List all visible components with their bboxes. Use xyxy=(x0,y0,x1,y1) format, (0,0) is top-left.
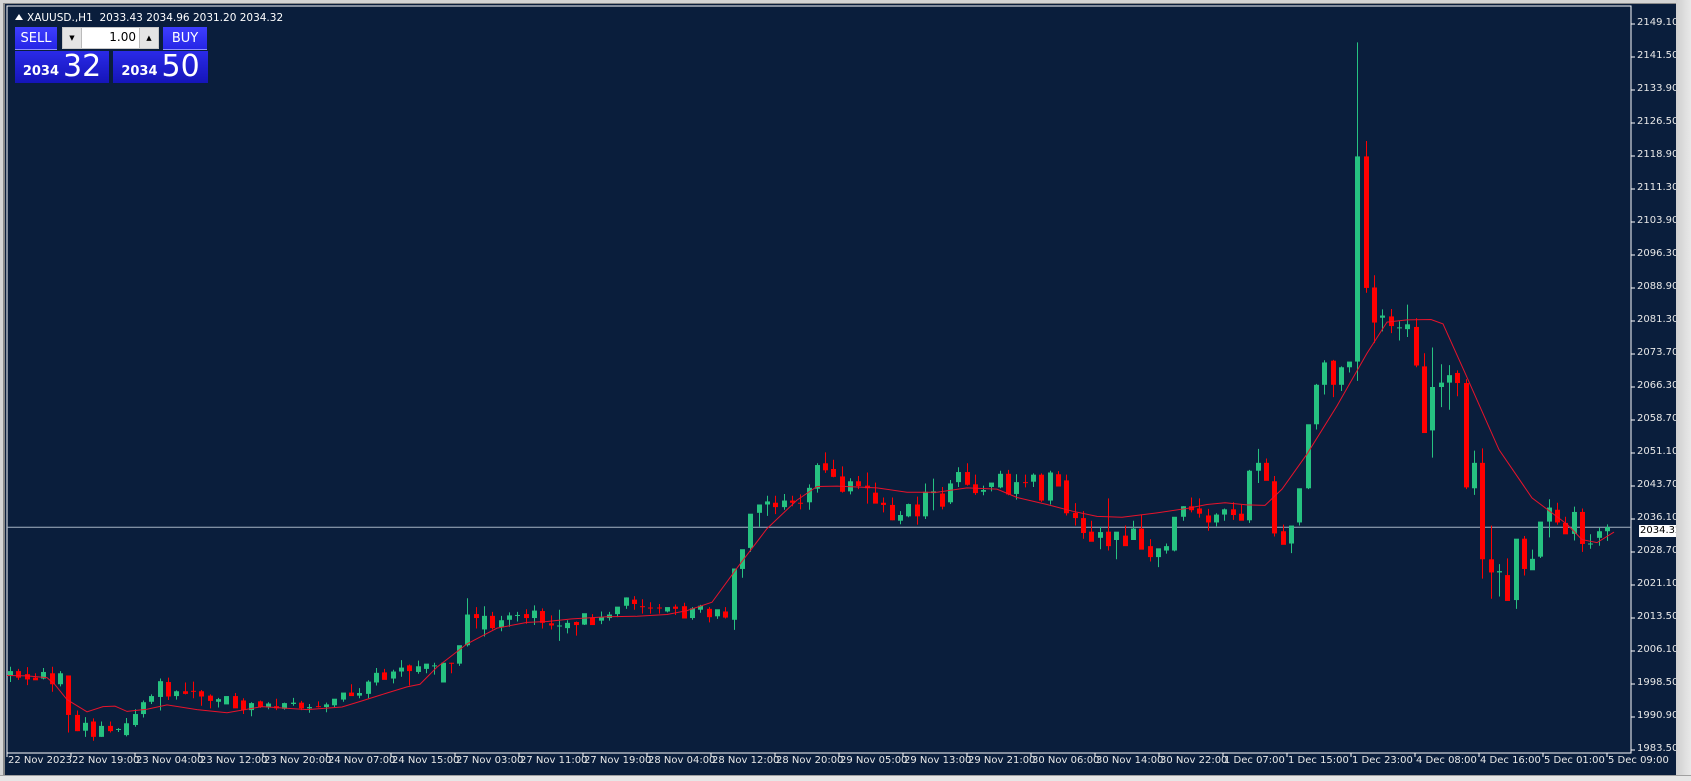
time-tick-label: 23 Nov 12:00 xyxy=(200,755,268,766)
price-tick-label: 2149.10 xyxy=(1637,17,1679,28)
time-tick-label: 1 Dec 07:00 xyxy=(1224,755,1285,766)
price-tick-label: 2103.90 xyxy=(1637,215,1679,226)
price-tick-label: 2111.30 xyxy=(1637,182,1679,193)
time-tick-label: 27 Nov 19:00 xyxy=(584,755,652,766)
price-tick-label: 2058.70 xyxy=(1637,413,1679,424)
ohlc-header: 2033.43 2034.96 2031.20 2034.32 xyxy=(99,12,284,24)
time-tick-label: 23 Nov 04:00 xyxy=(136,755,204,766)
lot-decrease-button[interactable]: ▼ xyxy=(63,28,82,48)
candlestick-chart[interactable] xyxy=(5,4,1677,776)
lot-size-stepper[interactable]: ▼ 1.00 ▲ xyxy=(62,27,159,49)
chart-title: XAUUSD.,H1 2033.43 2034.96 2031.20 2034.… xyxy=(15,12,283,24)
time-tick-label: 29 Nov 05:00 xyxy=(840,755,908,766)
time-tick-label: 24 Nov 15:00 xyxy=(392,755,460,766)
sell-price-pips: 32 xyxy=(63,49,102,84)
price-tick-label: 2141.50 xyxy=(1637,50,1679,61)
time-tick-label: 24 Nov 07:00 xyxy=(328,755,396,766)
time-tick-label: 22 Nov 19:00 xyxy=(72,755,140,766)
price-tick-label: 2043.70 xyxy=(1637,479,1679,490)
lot-size-input[interactable]: 1.00 xyxy=(109,30,136,44)
time-tick-label: 4 Dec 16:00 xyxy=(1480,755,1541,766)
price-tick-label: 2006.10 xyxy=(1637,644,1679,655)
time-tick-label: 30 Nov 22:00 xyxy=(1160,755,1228,766)
price-tick-label: 2028.70 xyxy=(1637,545,1679,556)
time-tick-label: 23 Nov 20:00 xyxy=(264,755,332,766)
one-click-trading-panel: SELL ▼ 1.00 ▲ BUY 2034 32 2034 50 xyxy=(15,27,208,83)
price-tick-label: 2133.90 xyxy=(1637,83,1679,94)
price-tick-label: 2066.30 xyxy=(1637,380,1679,391)
time-tick-label: 1 Dec 23:00 xyxy=(1352,755,1413,766)
price-tick-label: 2126.50 xyxy=(1637,116,1679,127)
sell-price-button[interactable]: 2034 32 xyxy=(15,51,109,83)
time-tick-label: 4 Dec 08:00 xyxy=(1416,755,1477,766)
price-tick-label: 2096.30 xyxy=(1637,248,1679,259)
time-tick-label: 22 Nov 2023 xyxy=(8,755,73,766)
price-tick-label: 2088.90 xyxy=(1637,281,1679,292)
arrow-up-icon: ▲ xyxy=(146,34,152,42)
time-tick-label: 28 Nov 04:00 xyxy=(648,755,716,766)
symbol-timeframe: XAUUSD.,H1 xyxy=(27,12,93,24)
chart-window[interactable]: XAUUSD.,H1 2033.43 2034.96 2031.20 2034.… xyxy=(3,3,1682,776)
bottom-edge xyxy=(0,775,1691,781)
time-tick-label: 5 Dec 09:00 xyxy=(1608,755,1669,766)
time-tick-label: 5 Dec 01:00 xyxy=(1544,755,1605,766)
time-tick-label: 30 Nov 14:00 xyxy=(1096,755,1164,766)
collapse-triangle-icon[interactable] xyxy=(15,14,23,20)
price-tick-label: 2036.10 xyxy=(1637,512,1679,523)
price-tick-label: 1990.90 xyxy=(1637,710,1679,721)
current-price-label: 2034.32 xyxy=(1639,525,1682,537)
buy-button[interactable]: BUY xyxy=(163,27,207,50)
price-tick-label: 2021.10 xyxy=(1637,578,1679,589)
time-tick-label: 1 Dec 15:00 xyxy=(1288,755,1349,766)
price-tick-label: 2013.50 xyxy=(1637,611,1679,622)
price-tick-label: 2073.70 xyxy=(1637,347,1679,358)
time-tick-label: 29 Nov 13:00 xyxy=(904,755,972,766)
price-tick-label: 1983.50 xyxy=(1637,743,1679,754)
scrollbar-area[interactable] xyxy=(1676,0,1691,780)
sell-button[interactable]: SELL xyxy=(15,27,57,50)
buy-price-button[interactable]: 2034 50 xyxy=(113,51,208,83)
price-tick-label: 2118.90 xyxy=(1637,149,1679,160)
buy-price-prefix: 2034 xyxy=(121,64,158,79)
time-tick-label: 27 Nov 11:00 xyxy=(520,755,588,766)
price-tick-label: 2081.30 xyxy=(1637,314,1679,325)
price-tick-label: 2051.10 xyxy=(1637,446,1679,457)
buy-price-pips: 50 xyxy=(161,49,200,84)
lot-increase-button[interactable]: ▲ xyxy=(139,28,158,48)
time-tick-label: 27 Nov 03:00 xyxy=(456,755,524,766)
time-tick-label: 30 Nov 06:00 xyxy=(1032,755,1100,766)
arrow-down-icon: ▼ xyxy=(69,34,75,42)
price-tick-label: 1998.50 xyxy=(1637,677,1679,688)
time-tick-label: 28 Nov 12:00 xyxy=(712,755,780,766)
time-tick-label: 29 Nov 21:00 xyxy=(968,755,1036,766)
sell-price-prefix: 2034 xyxy=(22,64,59,79)
time-tick-label: 28 Nov 20:00 xyxy=(776,755,844,766)
